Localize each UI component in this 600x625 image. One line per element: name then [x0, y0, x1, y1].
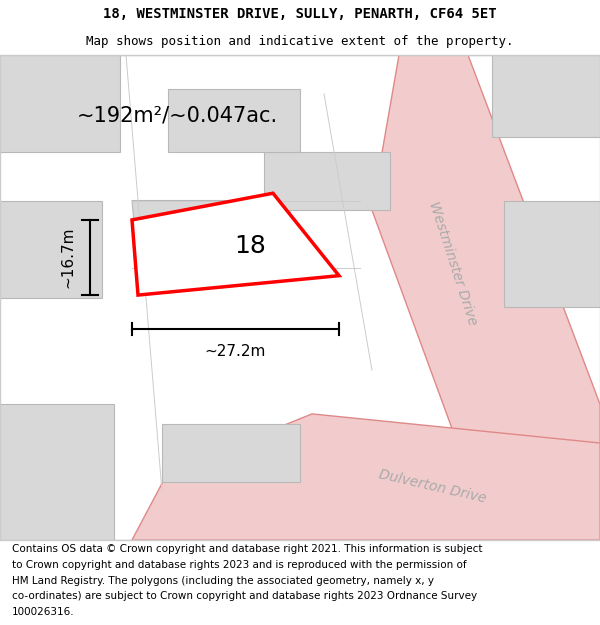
Polygon shape: [132, 193, 339, 295]
Text: Westminster Drive: Westminster Drive: [427, 200, 479, 328]
Polygon shape: [492, 55, 600, 138]
Text: 18, WESTMINSTER DRIVE, SULLY, PENARTH, CF64 5ET: 18, WESTMINSTER DRIVE, SULLY, PENARTH, C…: [103, 7, 497, 21]
Polygon shape: [0, 55, 120, 152]
Polygon shape: [504, 201, 600, 308]
Text: Contains OS data © Crown copyright and database right 2021. This information is : Contains OS data © Crown copyright and d…: [12, 544, 482, 554]
Polygon shape: [132, 414, 600, 540]
Text: ~16.7m: ~16.7m: [60, 227, 75, 288]
Text: 100026316.: 100026316.: [12, 607, 74, 617]
Text: Dulverton Drive: Dulverton Drive: [377, 468, 487, 506]
Polygon shape: [162, 424, 300, 482]
Polygon shape: [264, 152, 390, 210]
Text: 18: 18: [235, 234, 266, 258]
Text: ~192m²/~0.047ac.: ~192m²/~0.047ac.: [76, 106, 278, 126]
Polygon shape: [372, 55, 600, 472]
Text: HM Land Registry. The polygons (including the associated geometry, namely x, y: HM Land Registry. The polygons (includin…: [12, 576, 434, 586]
Polygon shape: [132, 201, 300, 268]
Polygon shape: [168, 89, 300, 152]
Text: Map shows position and indicative extent of the property.: Map shows position and indicative extent…: [86, 35, 514, 48]
Polygon shape: [0, 201, 102, 298]
Text: co-ordinates) are subject to Crown copyright and database rights 2023 Ordnance S: co-ordinates) are subject to Crown copyr…: [12, 591, 477, 601]
Polygon shape: [0, 404, 114, 540]
Text: ~27.2m: ~27.2m: [205, 344, 266, 359]
Text: to Crown copyright and database rights 2023 and is reproduced with the permissio: to Crown copyright and database rights 2…: [12, 560, 467, 570]
